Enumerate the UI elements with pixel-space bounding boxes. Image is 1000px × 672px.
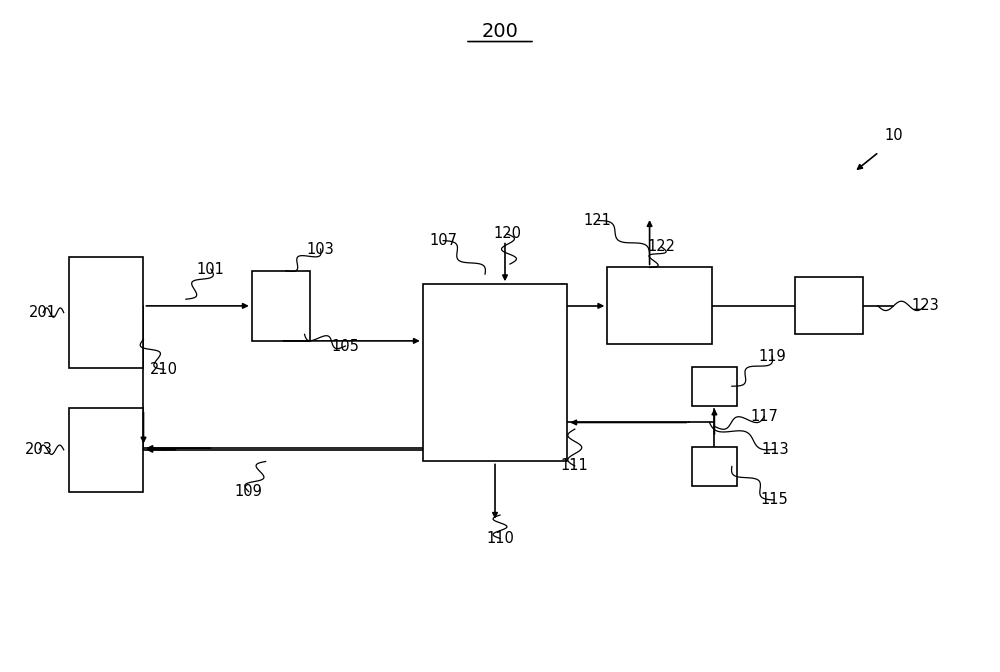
Bar: [69, 408, 143, 492]
Text: 123: 123: [911, 298, 939, 313]
Text: 121: 121: [584, 213, 612, 228]
Text: 117: 117: [750, 409, 778, 424]
Text: 119: 119: [758, 349, 786, 364]
Bar: [692, 367, 737, 406]
Bar: [252, 271, 310, 341]
Text: 122: 122: [648, 239, 676, 255]
Text: 10: 10: [885, 128, 903, 142]
Text: 201: 201: [29, 305, 57, 320]
Text: 203: 203: [25, 442, 53, 457]
Text: 200: 200: [482, 22, 518, 41]
Text: 105: 105: [331, 339, 359, 353]
Bar: [423, 284, 567, 462]
Text: 113: 113: [761, 442, 789, 457]
Text: 120: 120: [493, 226, 521, 241]
Text: 210: 210: [150, 362, 178, 377]
Text: 101: 101: [197, 261, 225, 277]
Text: 107: 107: [429, 233, 457, 248]
Text: 111: 111: [561, 458, 589, 474]
Bar: [69, 257, 143, 368]
Text: 109: 109: [235, 484, 263, 499]
Text: 110: 110: [486, 531, 514, 546]
Text: 103: 103: [307, 241, 334, 257]
Text: 115: 115: [760, 493, 788, 507]
Bar: [692, 447, 737, 486]
Bar: [607, 267, 712, 344]
Bar: [795, 278, 863, 335]
